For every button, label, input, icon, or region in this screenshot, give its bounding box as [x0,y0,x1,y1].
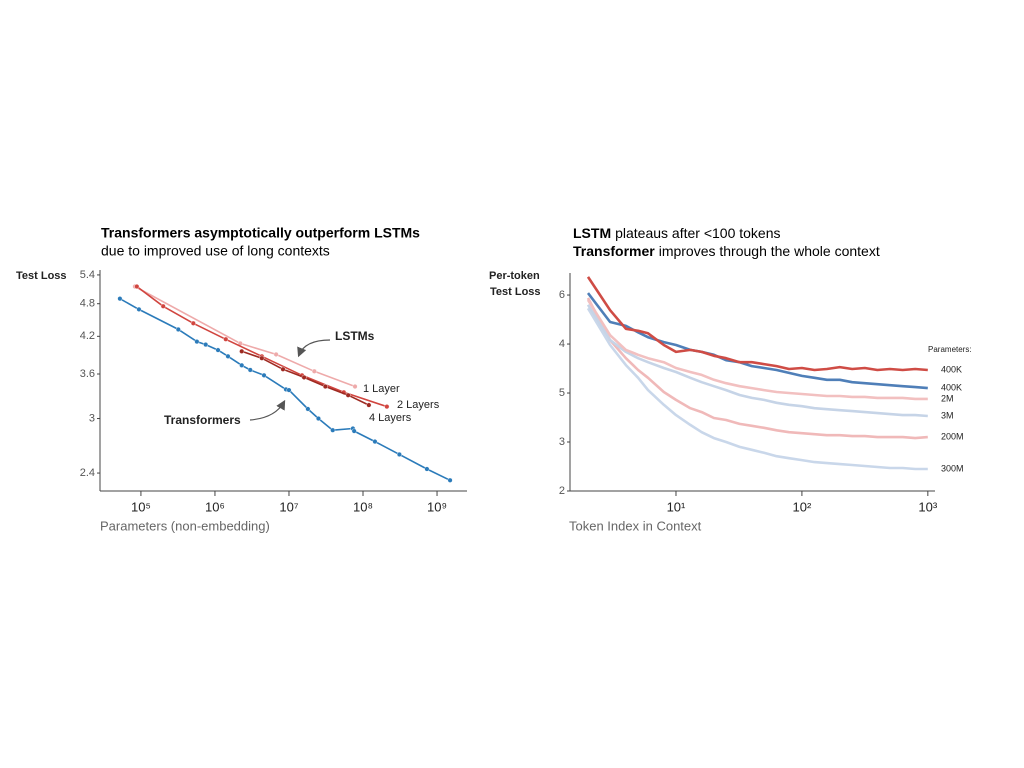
title-bold: LSTM [573,225,611,241]
data-point [280,366,286,372]
data-point [311,368,317,374]
y-tick-label: 2 [559,485,565,497]
data-point [330,427,336,433]
legend-label: 2M [941,393,954,403]
title-bold: Transformer [573,243,655,259]
x-tick-label: 10³ [918,499,937,514]
data-point [384,404,390,410]
data-point [225,353,231,359]
series-line [586,292,928,390]
data-point [134,284,140,290]
data-point [372,439,378,445]
chart-title: LSTM plateaus after <100 tokens [573,225,781,241]
legend-label: 300M [941,463,964,473]
data-point [136,306,142,312]
data-point [315,416,321,422]
annotation-arrow [297,339,331,358]
y-tick-label: 6 [559,289,565,301]
series-line [586,307,928,471]
y-axis-label: Test Loss [16,270,67,282]
x-tick-label: 10⁹ [427,499,447,514]
x-axis-label: Token Index in Context [569,518,702,533]
x-tick-label: 10⁸ [353,499,373,514]
series-label: 1 Layer [363,383,400,395]
y-axis-label: Test Loss [490,286,541,298]
series-line [586,276,928,372]
y-axis-label: Per-token [489,270,540,282]
annotation: LSTMs [335,329,375,343]
title-text: plateaus after <100 tokens [615,225,780,241]
data-point [239,362,245,368]
y-tick-label: 4 [559,338,565,350]
y-tick-label: 3 [559,436,565,448]
data-point [286,387,292,393]
series-label: 2 Layers [397,399,440,411]
data-point [345,392,351,398]
series-label: Transformers [164,413,241,427]
legend-label: 400K [941,382,962,392]
data-point [322,384,328,390]
data-point [215,347,221,353]
data-point [247,367,253,373]
annotation-arrow [249,399,286,421]
series-label: 4 Layers [369,412,412,424]
x-axis-label: Parameters (non-embedding) [100,518,270,533]
x-tick-label: 10² [793,499,812,514]
y-tick-label: 4.2 [80,330,95,342]
chart-subtitle: due to improved use of long contexts [101,243,330,259]
data-point [239,348,245,354]
series-line [586,299,928,401]
data-point [117,296,123,302]
data-point [352,384,358,390]
x-tick-label: 10⁶ [205,499,225,514]
data-point [447,477,453,483]
legend-label: 3M [941,410,954,420]
y-tick-label: 5.4 [80,269,95,281]
y-tick-label: 5 [559,387,565,399]
data-point [305,406,311,412]
data-point [160,303,166,309]
data-point [261,372,267,378]
data-point [203,342,209,348]
y-tick-label: 2.4 [80,467,95,479]
y-tick-label: 3 [89,412,95,424]
data-point [223,336,229,342]
chart-title: Transformer improves through the whole co… [573,243,880,259]
y-tick-label: 3.6 [80,368,95,380]
series-line [136,285,388,408]
series-line [586,297,928,440]
data-point [366,402,372,408]
data-point [175,326,181,332]
chart-title: Transformers asymptotically outperform L… [101,225,420,241]
x-tick-label: 10¹ [667,499,686,514]
x-tick-label: 10⁵ [131,499,151,514]
data-point [194,339,200,345]
y-tick-label: 4.8 [80,298,95,310]
data-point [259,355,265,361]
title-text: improves through the whole context [659,243,880,259]
data-point [301,374,307,380]
x-tick-label: 10⁷ [279,499,298,514]
data-point [351,428,357,434]
data-point [424,466,430,472]
data-point [396,451,402,457]
legend-label: 400K [941,364,962,374]
series-line [586,304,928,418]
legend-title: Parameters: [928,345,972,354]
legend-label: 200M [941,431,964,441]
data-point [190,320,196,326]
data-point [273,351,279,357]
